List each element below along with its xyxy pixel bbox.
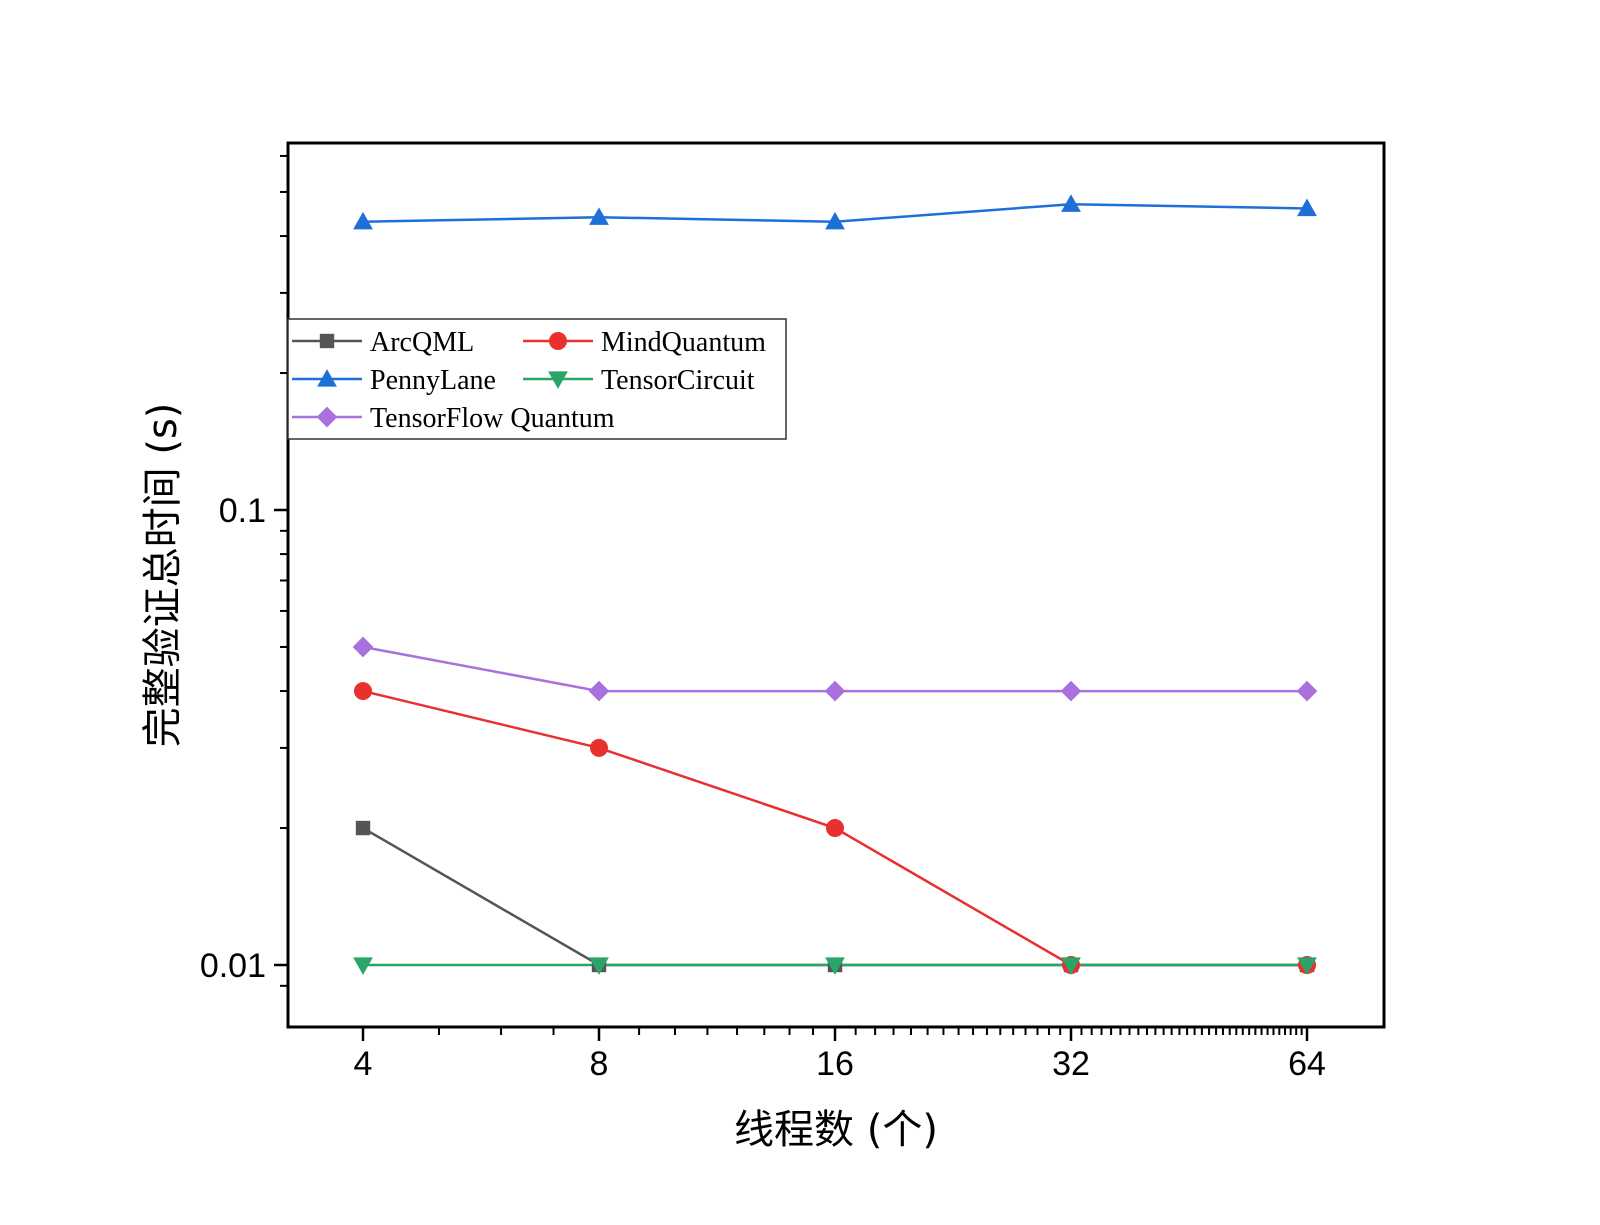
y-tick-label: 0.1 xyxy=(219,492,266,530)
data-point-mindquantum xyxy=(354,682,372,701)
legend-label: ArcQML xyxy=(370,327,474,358)
x-tick-label: 64 xyxy=(1288,1045,1326,1083)
x-tick-label: 16 xyxy=(816,1045,854,1083)
y-axis-title: 完整验证总时间 (s) xyxy=(140,403,186,748)
data-point-tensorflow-quantum xyxy=(1296,680,1318,702)
data-point-tensorcircuit xyxy=(1061,957,1081,975)
x-tick-label: 4 xyxy=(354,1045,373,1083)
legend-marker xyxy=(316,406,338,428)
data-point-arcqml xyxy=(355,820,371,836)
data-point-tensorcircuit xyxy=(589,957,609,975)
legend-item-pennylane: PennyLane xyxy=(292,365,496,396)
plot-area-frame xyxy=(286,141,1386,1029)
legend-marker xyxy=(319,333,335,349)
x-tick-label: 8 xyxy=(590,1045,609,1083)
data-point-mindquantum xyxy=(590,738,608,757)
legend-item-tensorcircuit: TensorCircuit xyxy=(523,365,755,396)
data-point-pennylane xyxy=(589,207,609,225)
data-point-tensorflow-quantum xyxy=(824,680,846,702)
data-point-tensorflow-quantum xyxy=(588,680,610,702)
legend-item-tensorflow-quantum: TensorFlow Quantum xyxy=(292,403,615,434)
data-point-tensorcircuit xyxy=(825,957,845,975)
data-point-pennylane xyxy=(353,211,373,230)
data-point-tensorcircuit xyxy=(353,957,373,975)
legend: ArcQML MindQuantum PennyLane TensorCircuit T… xyxy=(287,318,787,440)
data-point-mindquantum xyxy=(826,819,844,838)
data-point-pennylane xyxy=(1061,194,1081,212)
legend-item-mindquantum: MindQuantum xyxy=(523,327,766,358)
data-point-pennylane xyxy=(825,211,845,230)
series-markers xyxy=(352,194,1318,975)
axis-ticks: 4 8 16 32 64 0.01 0.1 xyxy=(200,154,1326,1083)
x-axis-title: 线程数 (个) xyxy=(734,1107,938,1153)
y-tick-label: 0.01 xyxy=(200,947,266,985)
data-point-tensorflow-quantum xyxy=(352,636,374,658)
data-point-tensorflow-quantum xyxy=(1060,680,1082,702)
x-tick-label: 32 xyxy=(1052,1045,1090,1083)
legend-label: PennyLane xyxy=(370,365,496,396)
data-point-tensorcircuit xyxy=(1297,957,1317,975)
data-point-pennylane xyxy=(1297,198,1317,217)
legend-marker xyxy=(548,371,568,389)
legend-label: MindQuantum xyxy=(601,327,766,358)
legend-marker xyxy=(317,369,337,387)
legend-label: TensorCircuit xyxy=(601,365,755,396)
legend-item-arcqml: ArcQML xyxy=(292,327,474,358)
legend-label: TensorFlow Quantum xyxy=(370,403,615,434)
legend-marker xyxy=(549,332,567,350)
